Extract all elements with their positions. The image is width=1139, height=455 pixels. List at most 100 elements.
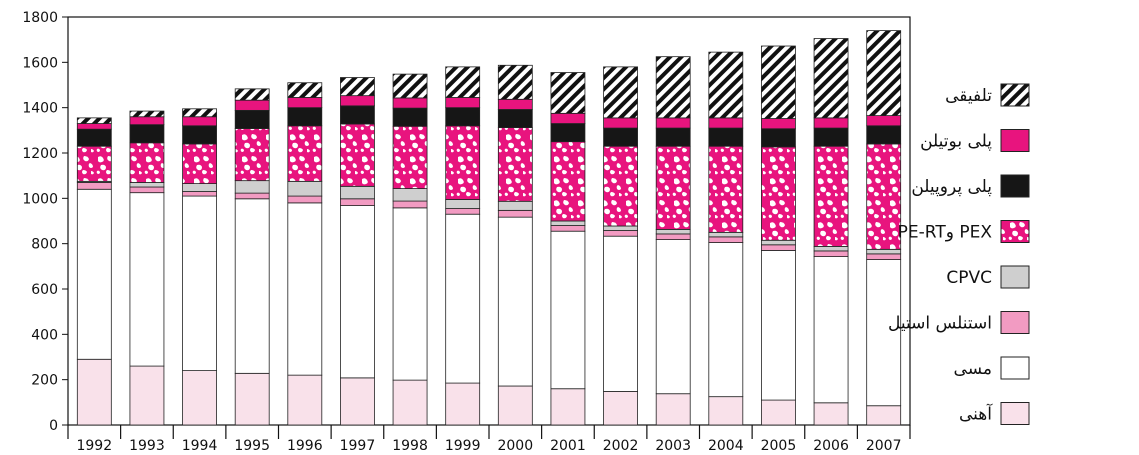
bar-segment	[129, 116, 165, 126]
y-tick-label: 1000	[22, 191, 58, 207]
bar-segment	[761, 146, 796, 241]
x-tick-label: 2002	[603, 438, 639, 454]
bar-segment	[655, 393, 691, 426]
bar-segment	[287, 374, 323, 426]
bar-segment	[129, 182, 165, 188]
bar-segment	[287, 125, 323, 182]
bar-segment	[761, 399, 796, 426]
bar-segment	[392, 188, 428, 202]
legend-swatch	[1000, 129, 1030, 152]
y-tick-label: 200	[31, 373, 58, 389]
bar-segment	[603, 117, 638, 129]
bar-segment	[708, 236, 744, 243]
bar-segment	[287, 107, 323, 127]
legend-label: CPVC	[946, 268, 992, 288]
bar-segment	[655, 228, 691, 235]
y-tick-label: 400	[31, 327, 58, 343]
bar-segment	[497, 209, 533, 218]
x-tick-label: 1996	[287, 438, 323, 454]
bar-segment	[445, 97, 481, 109]
bar-segment	[866, 259, 902, 407]
x-tick-label: 1994	[182, 438, 218, 454]
bar-segment	[550, 220, 586, 226]
bar-segment	[287, 195, 323, 204]
bar-segment	[550, 388, 586, 426]
bar-segment	[813, 250, 849, 257]
bar-segment	[234, 372, 270, 426]
legend-swatch	[1000, 220, 1030, 243]
legend-label: پلی پروپیلن	[911, 177, 992, 197]
bar-segment	[655, 117, 691, 129]
y-tick-label: 1400	[22, 101, 58, 117]
x-tick-label: 1997	[340, 438, 376, 454]
x-axis: 1992 1993 1994 1995 1996 1997 1998 1999 2000 2001…	[67, 425, 911, 454]
x-tick-label: 2005	[761, 438, 797, 454]
bar-segment	[813, 256, 849, 404]
bar-segment	[76, 128, 112, 147]
bar-segment	[866, 30, 902, 117]
bar-segment	[392, 107, 428, 127]
bar-segment	[866, 143, 902, 250]
bar-segment	[392, 200, 428, 209]
y-tick-label: 0	[49, 418, 58, 434]
bar-segment	[182, 108, 217, 118]
bar-segment	[550, 112, 586, 124]
bar-segment	[708, 396, 744, 426]
bar-segment	[497, 64, 533, 100]
x-tick-label: 1998	[392, 438, 428, 454]
bar-segment	[550, 141, 586, 222]
bar-segment	[392, 73, 428, 99]
legend-swatch	[1000, 356, 1030, 380]
bar-segment	[392, 97, 428, 109]
bar-segment	[497, 385, 533, 426]
bar-segment	[129, 142, 165, 183]
legend-swatch	[1000, 311, 1030, 334]
bar-segment	[655, 239, 691, 395]
legend: تلفیقی پلی بوتیلن پلی پروپیلن PE-RTو PEX CPV…	[888, 83, 1030, 425]
bar-segment	[392, 207, 428, 381]
bar-segment	[866, 253, 902, 260]
bar-segment	[603, 230, 638, 237]
y-tick-label: 800	[31, 237, 58, 253]
legend-label: مسی	[954, 359, 992, 379]
bar-segment	[129, 365, 165, 426]
bar-segment	[708, 51, 744, 119]
bar-segment	[182, 370, 217, 426]
bar-segment	[761, 244, 796, 251]
bar-segment	[129, 124, 165, 144]
x-tick-label: 2007	[866, 438, 902, 454]
bar-segment	[761, 118, 796, 130]
bar-segment	[392, 379, 428, 426]
legend-swatch	[1000, 174, 1030, 198]
bar-segment	[445, 208, 481, 215]
bar-segment	[813, 127, 849, 147]
bar-segment	[655, 233, 691, 240]
bar-segment	[340, 105, 375, 125]
bar-segment	[76, 188, 112, 360]
bar-segment	[866, 248, 902, 255]
bar-segment	[340, 185, 375, 200]
x-tick-label: 2000	[497, 438, 533, 454]
bar-segment	[182, 116, 217, 127]
bar-segment	[445, 199, 481, 209]
bar-segment	[234, 128, 270, 182]
bar-segment	[708, 145, 744, 233]
bar-segment	[603, 235, 638, 392]
bar-segment	[813, 402, 849, 426]
bar-segment	[182, 191, 217, 197]
y-axis: 0 200 400 600 800 1000 1200 1400 1600 1800	[22, 10, 68, 434]
bar-segment	[392, 125, 428, 189]
bar-segment	[76, 145, 112, 182]
bar-segment	[234, 192, 270, 200]
legend-swatch	[1000, 402, 1030, 425]
bar-segment	[603, 127, 638, 147]
x-tick-label: 1999	[445, 438, 481, 454]
bar-segment	[708, 231, 744, 238]
bar-segment	[182, 195, 217, 372]
bar-segment	[340, 123, 375, 187]
bar-segment	[603, 391, 638, 426]
bar-segment	[497, 127, 533, 202]
bar-segment	[234, 88, 270, 101]
bar-segment	[550, 72, 586, 114]
